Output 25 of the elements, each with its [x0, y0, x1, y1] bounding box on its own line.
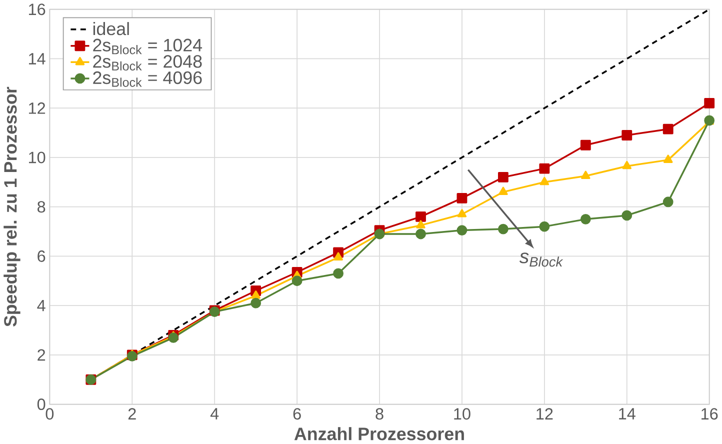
- y-tick-label: 4: [37, 300, 46, 312]
- y-tick-label: 6: [38, 250, 46, 262]
- legend-label: 2s$_{Block}$ = 4096: [93, 71, 202, 87]
- x-tick-label: 2: [128, 408, 136, 420]
- x-tick-label: 14: [619, 408, 636, 420]
- x-tick-label: 0: [46, 408, 54, 420]
- y-tick-label: 14: [28, 53, 46, 64]
- legend-label: 2s$_{Block}$ = 1024: [93, 38, 202, 54]
- x-axis-title: Anzahl Prozessoren: [294, 427, 464, 440]
- x-tick-label: 12: [536, 408, 553, 420]
- legend-label: 2s$_{Block}$ = 2048: [93, 55, 202, 71]
- x-tick-label: 10: [454, 408, 470, 420]
- x-tick-label: 4: [210, 408, 219, 420]
- x-tick-label: 6: [293, 408, 301, 420]
- y-tick-label: 0: [37, 398, 46, 410]
- y-tick-label: 10: [28, 152, 46, 164]
- y-tick-label: 2: [38, 349, 46, 361]
- x-tick-label: 16: [702, 408, 718, 420]
- x-tick-label: 8: [376, 408, 384, 420]
- y-axis-title: Speedup rel. zu 1 Prozessor: [4, 86, 20, 327]
- y-tick-label: 16: [28, 4, 46, 16]
- annotation: s$_{Block}$: [519, 252, 564, 267]
- legend-label: ideal: [93, 22, 129, 36]
- y-tick-label: 12: [28, 102, 46, 114]
- y-tick-label: 8: [38, 201, 46, 213]
